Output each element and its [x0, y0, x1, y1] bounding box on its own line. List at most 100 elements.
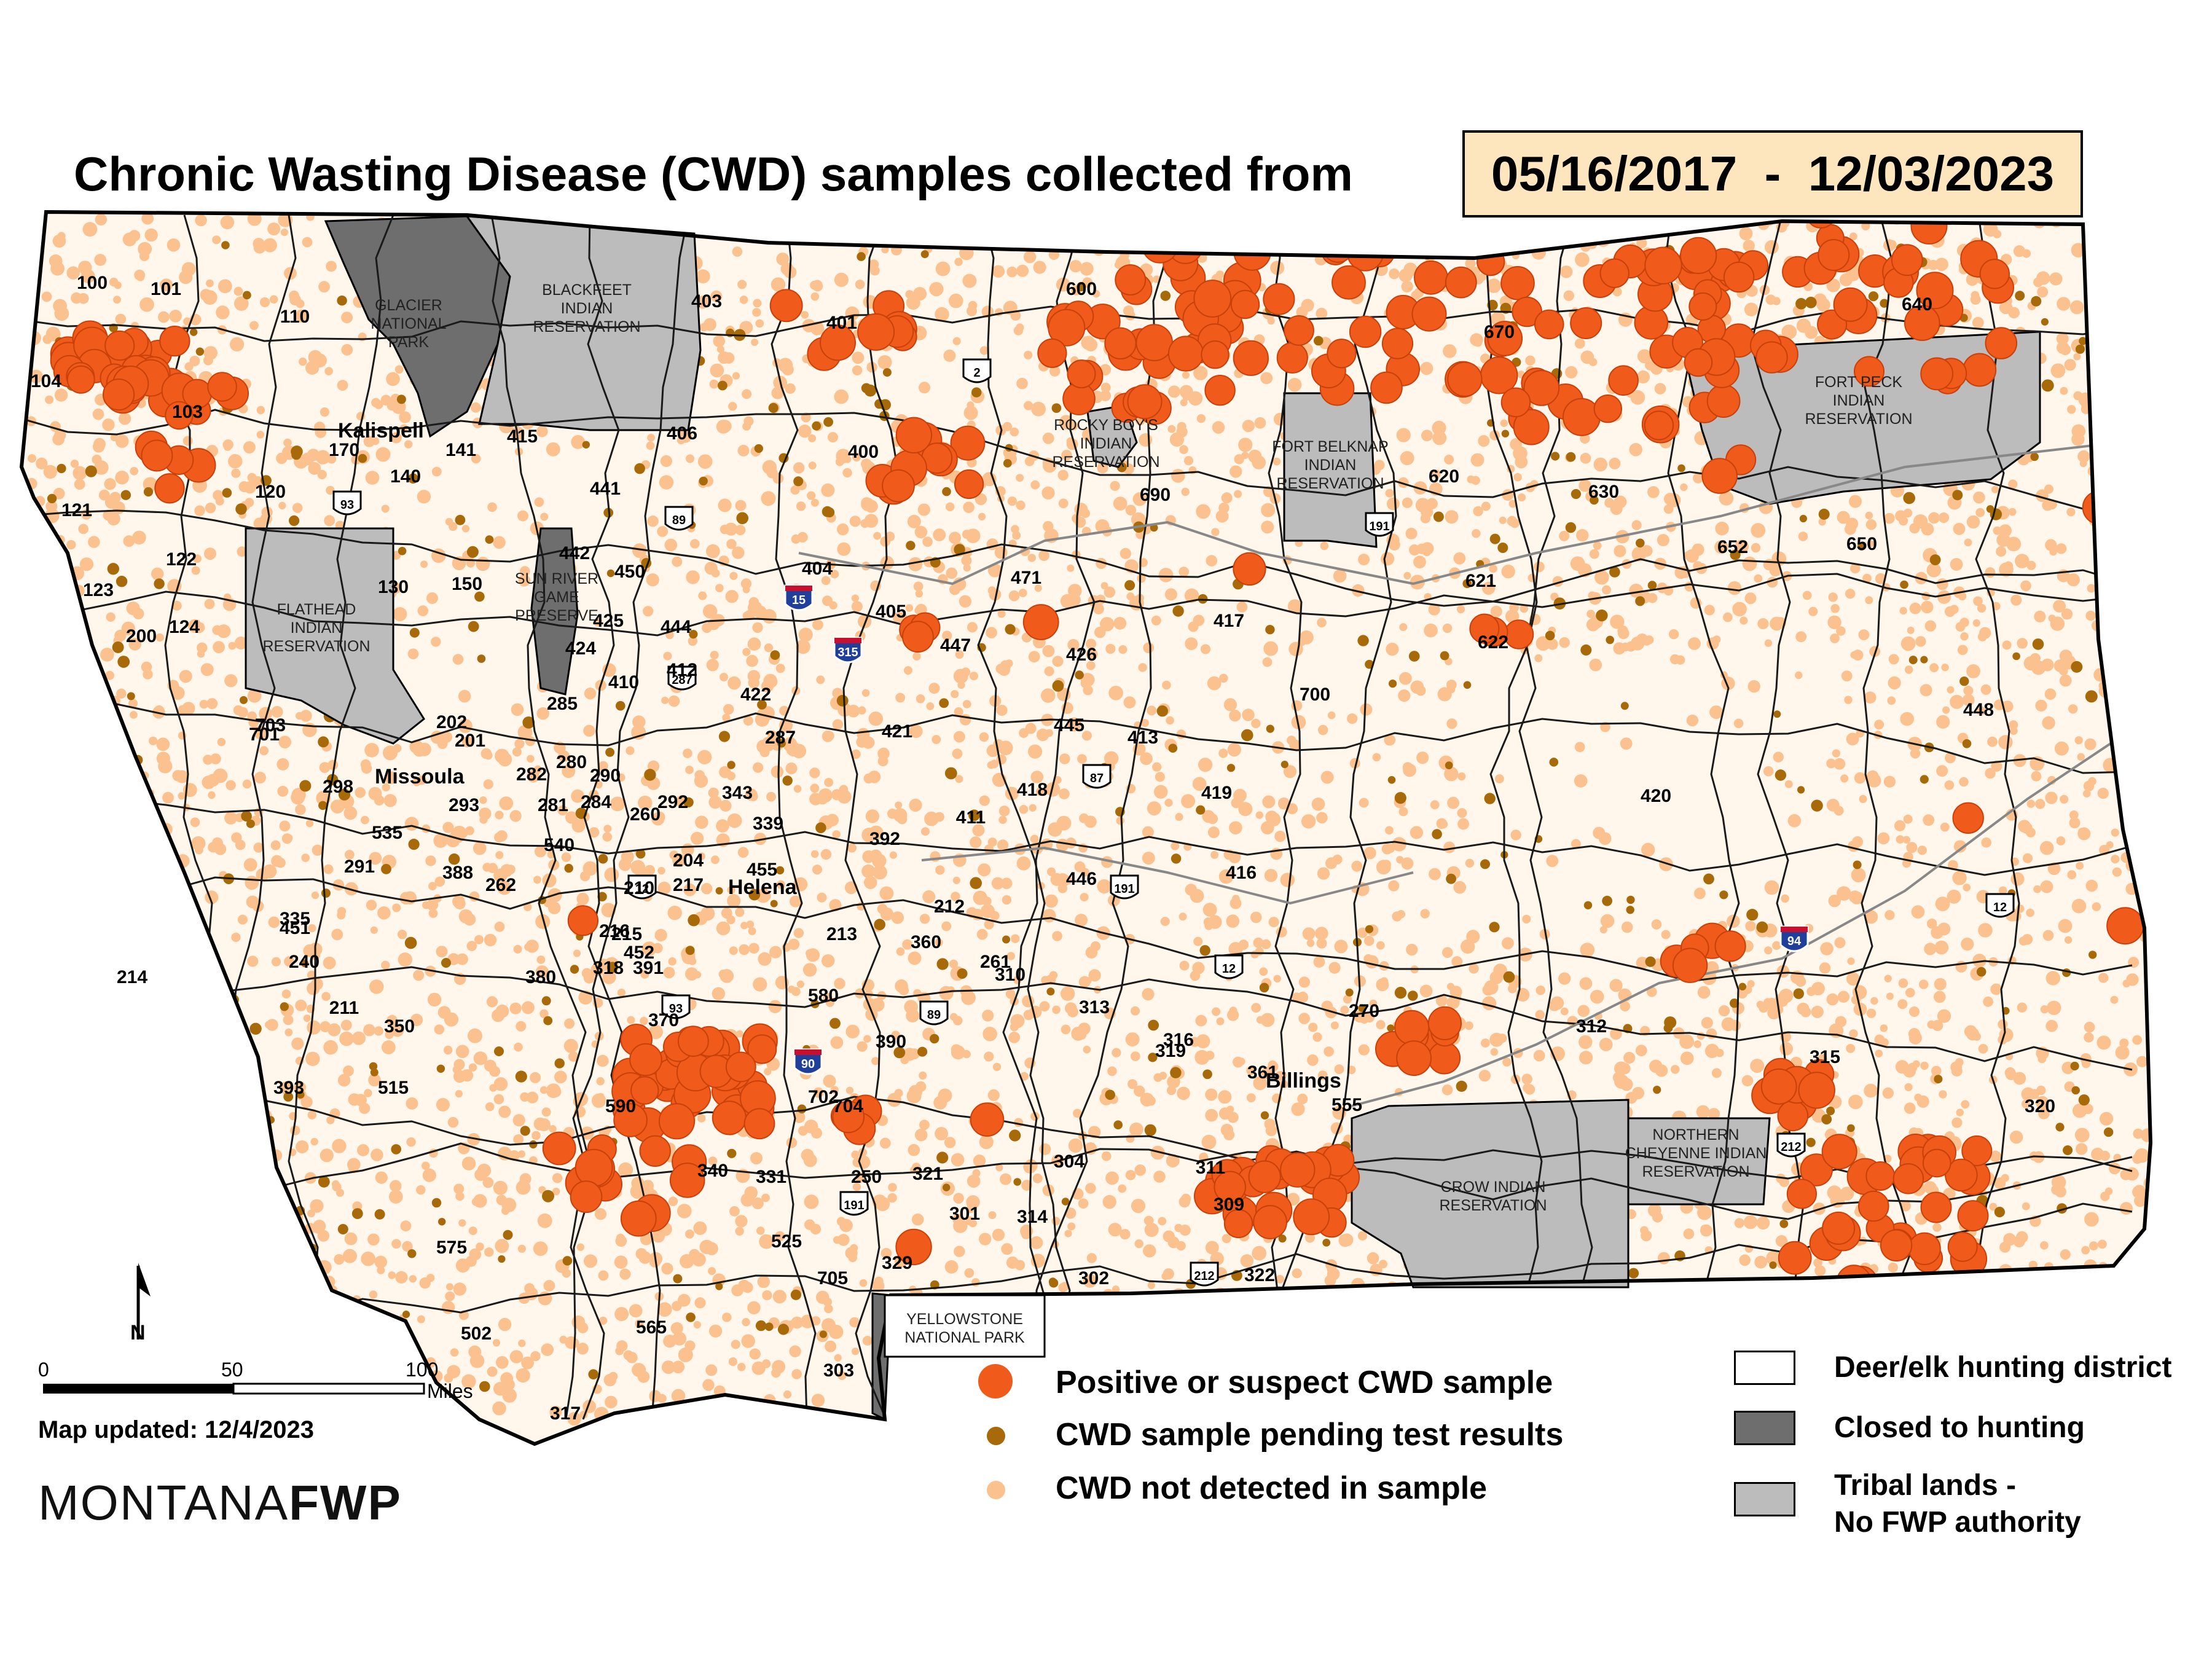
pending-dot	[1168, 743, 1178, 753]
pending-dot	[1806, 1137, 1816, 1147]
not-detected-dot	[837, 1234, 850, 1246]
not-detected-dot	[26, 838, 35, 847]
not-detected-dot	[987, 837, 997, 847]
not-detected-dot	[1669, 654, 1681, 665]
not-detected-dot	[1154, 785, 1168, 799]
not-detected-dot	[1685, 549, 1699, 563]
not-detected-dot	[1359, 1323, 1371, 1336]
not-detected-dot	[2132, 397, 2144, 409]
not-detected-dot	[672, 1360, 685, 1374]
not-detected-dot	[210, 753, 221, 764]
not-detected-dot	[130, 466, 139, 476]
not-detected-dot	[1002, 422, 1012, 431]
not-detected-dot	[1770, 616, 1784, 631]
not-detected-dot	[1747, 980, 1755, 988]
not-detected-dot	[965, 528, 981, 543]
not-detected-dot	[2049, 272, 2063, 286]
not-detected-dot	[1125, 1032, 1140, 1047]
not-detected-dot	[1897, 999, 1908, 1010]
not-detected-dot	[1151, 615, 1161, 626]
not-detected-dot	[638, 795, 653, 810]
not-detected-dot	[635, 1319, 644, 1328]
not-detected-dot	[71, 755, 86, 770]
not-detected-dot	[998, 806, 1010, 817]
not-detected-dot	[737, 212, 749, 222]
not-detected-dot	[1167, 1327, 1180, 1339]
not-detected-dot	[2105, 562, 2120, 577]
not-detected-dot	[333, 1315, 348, 1330]
not-detected-dot	[187, 1051, 198, 1064]
not-detected-dot	[389, 1190, 403, 1204]
pending-dot	[57, 1025, 68, 1037]
not-detected-dot	[514, 1042, 523, 1052]
not-detected-dot	[1164, 588, 1177, 601]
not-detected-dot	[1647, 486, 1660, 498]
pending-dot	[570, 965, 579, 974]
not-detected-dot	[26, 969, 39, 982]
not-detected-dot	[1432, 431, 1447, 445]
not-detected-dot	[898, 985, 909, 995]
not-detected-dot	[1980, 684, 1991, 695]
not-detected-dot	[1834, 937, 1846, 949]
not-detected-dot	[2103, 539, 2115, 551]
not-detected-dot	[155, 1143, 163, 1151]
not-detected-dot	[1928, 512, 1940, 524]
not-detected-dot	[2115, 428, 2127, 440]
not-detected-dot	[1443, 344, 1457, 358]
not-detected-dot	[951, 690, 959, 699]
not-detected-dot	[788, 938, 800, 951]
not-detected-dot	[808, 461, 817, 470]
not-detected-dot	[810, 280, 819, 290]
not-detected-dot	[1000, 660, 1011, 672]
not-detected-dot	[92, 1022, 106, 1036]
not-detected-dot	[1621, 921, 1633, 933]
not-detected-dot	[1096, 1334, 1105, 1343]
not-detected-dot	[94, 982, 108, 997]
not-detected-dot	[1068, 1138, 1083, 1153]
not-detected-dot	[361, 1398, 371, 1409]
not-detected-dot	[849, 516, 861, 527]
not-detected-dot	[1069, 260, 1082, 273]
not-detected-dot	[29, 1247, 41, 1258]
not-detected-dot	[1147, 705, 1157, 716]
not-detected-dot	[1886, 1320, 1900, 1335]
not-detected-dot	[1744, 592, 1757, 605]
not-detected-dot	[241, 1173, 255, 1187]
not-detected-dot	[243, 1204, 253, 1214]
not-detected-dot	[2007, 1340, 2018, 1351]
not-detected-dot	[550, 1086, 562, 1097]
not-detected-dot	[323, 956, 336, 970]
not-detected-dot	[2069, 817, 2081, 829]
not-detected-dot	[1865, 1288, 1873, 1296]
not-detected-dot	[914, 525, 928, 539]
not-detected-dot	[1731, 1314, 1740, 1322]
not-detected-dot	[2132, 1035, 2143, 1045]
not-detected-dot	[1207, 826, 1220, 839]
not-detected-dot	[320, 407, 330, 417]
not-detected-dot	[416, 1185, 426, 1195]
not-detected-dot	[208, 986, 218, 996]
not-detected-dot	[1210, 850, 1219, 859]
not-detected-dot	[92, 408, 104, 420]
not-detected-dot	[879, 886, 894, 901]
not-detected-dot	[859, 1279, 868, 1287]
not-detected-dot	[2044, 688, 2057, 700]
not-detected-dot	[2047, 1000, 2061, 1016]
not-detected-dot	[1590, 989, 1604, 1004]
not-detected-dot	[369, 1290, 378, 1299]
not-detected-dot	[215, 1080, 228, 1092]
not-detected-dot	[914, 1128, 928, 1142]
not-detected-dot	[732, 546, 745, 559]
not-detected-dot	[341, 343, 353, 356]
not-detected-dot	[1046, 867, 1056, 876]
not-detected-dot	[39, 570, 50, 581]
not-detected-dot	[78, 938, 86, 946]
not-detected-dot	[868, 712, 884, 726]
not-detected-dot	[326, 1116, 335, 1124]
not-detected-dot	[1180, 1193, 1191, 1204]
not-detected-dot	[2014, 1386, 2022, 1394]
not-detected-dot	[212, 1290, 226, 1304]
pending-dot	[2085, 690, 2098, 703]
not-detected-dot	[1964, 1333, 1974, 1341]
not-detected-dot	[295, 999, 307, 1011]
